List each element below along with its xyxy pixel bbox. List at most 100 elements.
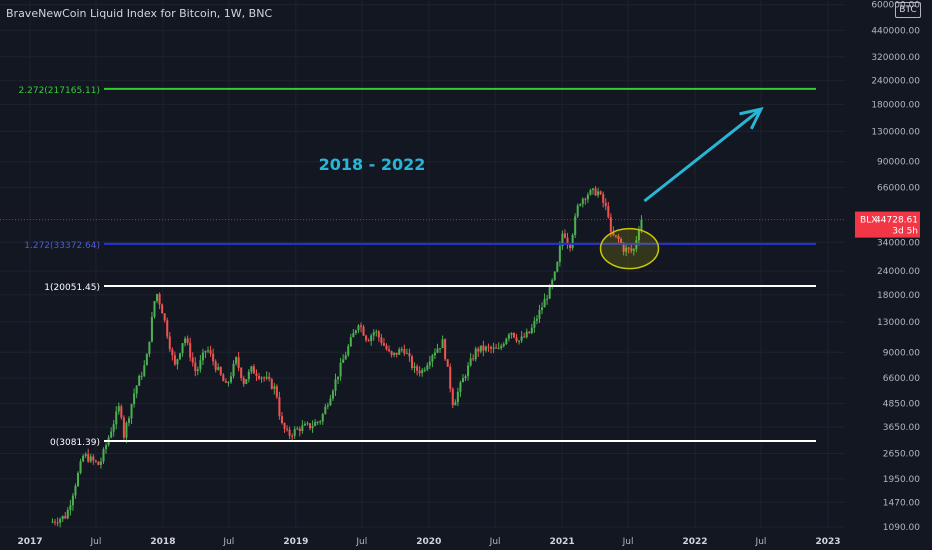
candle-body	[431, 355, 434, 362]
candle-body	[362, 326, 365, 336]
candle-body	[620, 239, 623, 244]
candle-body	[71, 495, 74, 506]
candle-body	[490, 347, 493, 349]
time-tick-label: 2022	[683, 537, 708, 547]
candle-body	[416, 366, 419, 371]
candle-body	[148, 341, 151, 355]
candle-body	[265, 376, 268, 379]
candle-body	[525, 331, 528, 338]
candle-body	[99, 461, 102, 465]
time-tick-label: Jul	[89, 537, 101, 547]
candle-body	[439, 348, 442, 350]
candle-body	[408, 353, 411, 357]
candle-body	[518, 340, 521, 342]
candle-body	[574, 216, 577, 235]
candle-body	[459, 382, 462, 392]
candle-body	[64, 515, 67, 519]
candle-body	[324, 406, 327, 415]
level-label: 0(3081.39)	[50, 438, 100, 448]
candle-body	[640, 219, 643, 231]
candle-body	[66, 510, 69, 519]
candle-body	[178, 353, 182, 360]
candle-body	[79, 461, 82, 473]
candle-body	[413, 366, 416, 368]
currency-badge[interactable]: BTC	[895, 2, 921, 18]
candle-body	[280, 416, 283, 424]
price-label-box	[855, 211, 920, 238]
candle-body	[283, 423, 286, 429]
time-tick-label: 2020	[416, 537, 441, 547]
candle-body	[143, 365, 146, 376]
candle-body	[535, 318, 538, 321]
candle-body	[576, 205, 579, 217]
candle-body	[84, 454, 87, 456]
candle-body	[321, 414, 324, 422]
candle-body	[319, 421, 322, 423]
candle-body	[512, 332, 515, 338]
time-axis: 2017 Jul 2018 Jul 2019 Jul 2020 Jul 2021 Jul 2022 J…	[17, 537, 840, 547]
price-tick-label: 1470.00	[883, 498, 920, 508]
candle-body	[484, 346, 487, 351]
candle-body	[112, 424, 115, 432]
candle-body	[543, 299, 546, 308]
candle-body	[122, 417, 125, 438]
candle-body	[426, 365, 429, 370]
candle-body	[515, 337, 518, 342]
candle-body	[74, 486, 77, 496]
candle-body	[354, 330, 357, 334]
candle-body	[474, 348, 477, 360]
candle-body	[237, 357, 240, 368]
candle-body	[507, 334, 510, 339]
candle-body	[558, 246, 561, 262]
time-tick-label: 2018	[150, 537, 175, 547]
candle-body	[472, 358, 475, 360]
candle-body	[199, 360, 202, 370]
price-tick-label: 1950.00	[883, 475, 920, 485]
candle-body	[627, 247, 630, 249]
candle-body	[461, 378, 465, 383]
time-tick-label: Jul	[355, 537, 367, 547]
candle-body	[380, 337, 383, 344]
candle-body	[168, 336, 171, 350]
candle-body	[326, 405, 329, 407]
candle-body	[388, 349, 391, 352]
candle-body	[222, 374, 225, 382]
candle-body	[451, 388, 454, 406]
candle-body	[612, 231, 615, 236]
candle-body	[449, 366, 452, 389]
candle-body	[385, 345, 388, 350]
highlight-ellipse	[599, 227, 660, 270]
price-label-symbol: BLX	[860, 216, 877, 226]
candle-body	[523, 336, 526, 338]
time-tick-label: Jul	[622, 537, 634, 547]
candle-body	[405, 353, 408, 355]
candle-body	[538, 310, 541, 319]
price-tick-label: 66000.00	[877, 183, 920, 193]
candle-body	[390, 351, 393, 355]
candle-body	[120, 406, 123, 418]
candle-body	[566, 237, 569, 245]
candle-body	[311, 425, 314, 429]
candle-body	[497, 348, 500, 350]
candle-body	[500, 346, 503, 349]
candle-body	[189, 342, 192, 358]
price-tick-label: 90000.00	[877, 158, 920, 168]
candle-body	[51, 521, 54, 523]
candle-body	[579, 203, 582, 206]
price-tick-label: 180000.00	[871, 100, 920, 110]
candle-body	[140, 375, 143, 377]
candle-body	[342, 359, 345, 363]
price-tick-label: 13000.00	[877, 318, 920, 328]
candle-body	[298, 428, 301, 432]
price-tick-label: 240000.00	[871, 77, 920, 87]
candle-body	[418, 370, 421, 374]
candle-body	[102, 449, 105, 462]
candle-body	[393, 352, 396, 355]
price-tick-label: 34000.00	[877, 238, 920, 248]
candle-body	[604, 202, 607, 207]
candle-body	[607, 206, 610, 218]
candle-body	[270, 379, 273, 389]
candle-body	[247, 371, 250, 380]
candle-body	[591, 188, 595, 190]
